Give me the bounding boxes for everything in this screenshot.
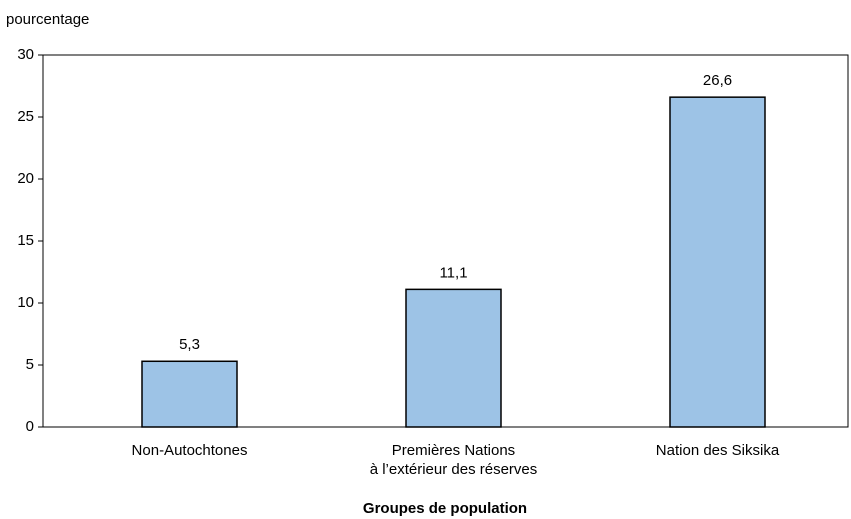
y-tick-label: 20 bbox=[17, 170, 34, 187]
x-tick-label: Premières Nations à l’extérieur des réser… bbox=[370, 442, 538, 478]
x-tick-label: Non-Autochtones bbox=[132, 442, 248, 459]
value-label: 5,3 bbox=[179, 336, 200, 353]
y-tick-label: 0 bbox=[26, 418, 34, 435]
x-axis-label: Groupes de population bbox=[363, 500, 527, 517]
bar bbox=[141, 360, 238, 428]
y-tick-label: 10 bbox=[17, 294, 34, 311]
y-axis-label: pourcentage bbox=[6, 11, 89, 28]
x-tick-label: Nation des Siksika bbox=[656, 442, 780, 459]
y-tick-label: 30 bbox=[17, 46, 34, 63]
y-tick-label: 15 bbox=[17, 232, 34, 249]
y-tick-label: 5 bbox=[26, 356, 34, 373]
value-label: 11,1 bbox=[439, 264, 467, 281]
bar bbox=[405, 288, 502, 428]
bar bbox=[669, 96, 766, 428]
value-label: 26,6 bbox=[703, 72, 732, 89]
y-tick-label: 25 bbox=[17, 108, 34, 125]
